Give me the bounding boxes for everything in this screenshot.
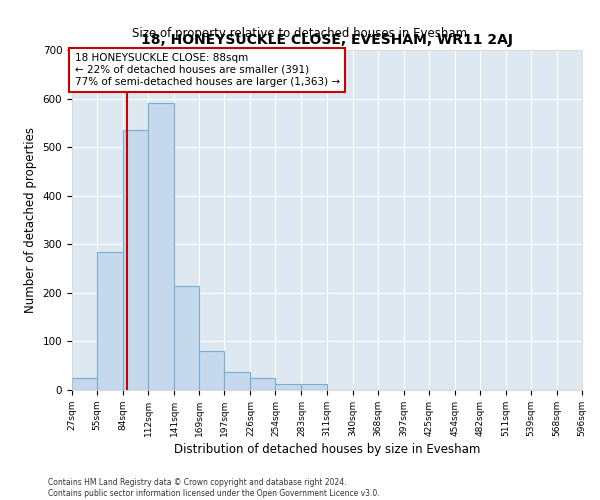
Bar: [72, 378, 97, 390]
Title: 18, HONEYSUCKLE CLOSE, EVESHAM, WR11 2AJ: 18, HONEYSUCKLE CLOSE, EVESHAM, WR11 2AJ: [141, 34, 513, 48]
Y-axis label: Number of detached properties: Number of detached properties: [24, 127, 37, 313]
Text: Contains HM Land Registry data © Crown copyright and database right 2024.
Contai: Contains HM Land Registry data © Crown c…: [48, 478, 380, 498]
Bar: [250, 378, 275, 390]
Bar: [123, 130, 148, 390]
Bar: [97, 252, 123, 390]
Bar: [275, 384, 301, 390]
Text: Size of property relative to detached houses in Evesham: Size of property relative to detached ho…: [133, 28, 467, 40]
X-axis label: Distribution of detached houses by size in Evesham: Distribution of detached houses by size …: [174, 443, 480, 456]
Bar: [224, 372, 250, 390]
Bar: [301, 384, 326, 390]
Text: 18 HONEYSUCKLE CLOSE: 88sqm
← 22% of detached houses are smaller (391)
77% of se: 18 HONEYSUCKLE CLOSE: 88sqm ← 22% of det…: [74, 54, 340, 86]
Bar: [148, 104, 174, 390]
Bar: [199, 351, 224, 390]
Bar: [174, 286, 199, 390]
